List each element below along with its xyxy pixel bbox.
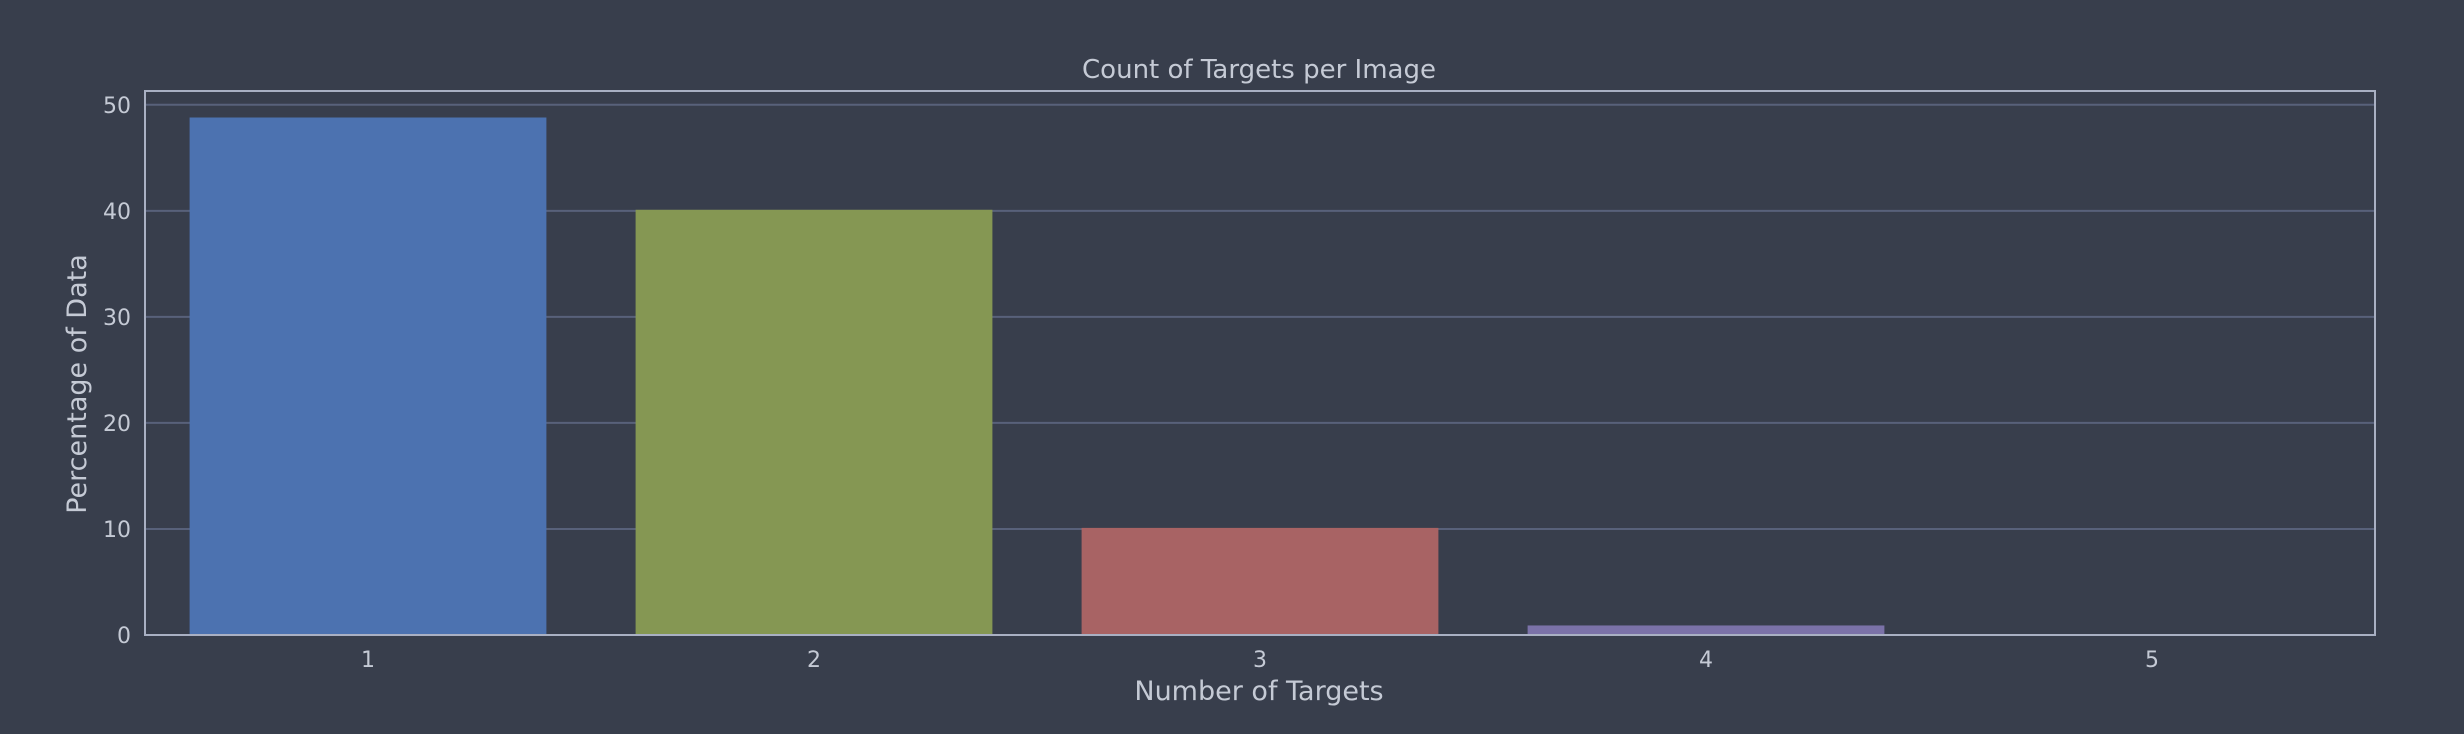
- bar-3: [1081, 527, 1439, 635]
- y-tick-label: 0: [117, 624, 131, 649]
- x-tick-label: 2: [807, 648, 821, 673]
- y-tick-label: 20: [103, 412, 131, 437]
- bar-2: [635, 209, 993, 635]
- x-tick-label: 4: [1699, 648, 1713, 673]
- x-axis-label: Number of Targets: [1134, 676, 1383, 707]
- y-axis-ticks: 0 10 20 30 40 50: [103, 94, 131, 649]
- x-axis-ticks: 1 2 3 4 5: [361, 648, 2159, 673]
- chart-title: Count of Targets per Image: [1082, 55, 1436, 85]
- bars: [189, 117, 2331, 635]
- x-tick-label: 3: [1253, 648, 1267, 673]
- y-tick-label: 50: [103, 94, 131, 119]
- x-tick-label: 5: [2145, 648, 2159, 673]
- y-tick-label: 40: [103, 200, 131, 225]
- bar-1: [189, 117, 547, 635]
- y-tick-label: 10: [103, 518, 131, 543]
- y-axis-label: Percentage of Data: [62, 254, 93, 514]
- plot-border: [144, 90, 2376, 636]
- x-tick-label: 1: [361, 648, 375, 673]
- plot-frame: [144, 90, 2376, 636]
- y-tick-label: 30: [103, 306, 131, 331]
- bar-4: [1527, 625, 1885, 635]
